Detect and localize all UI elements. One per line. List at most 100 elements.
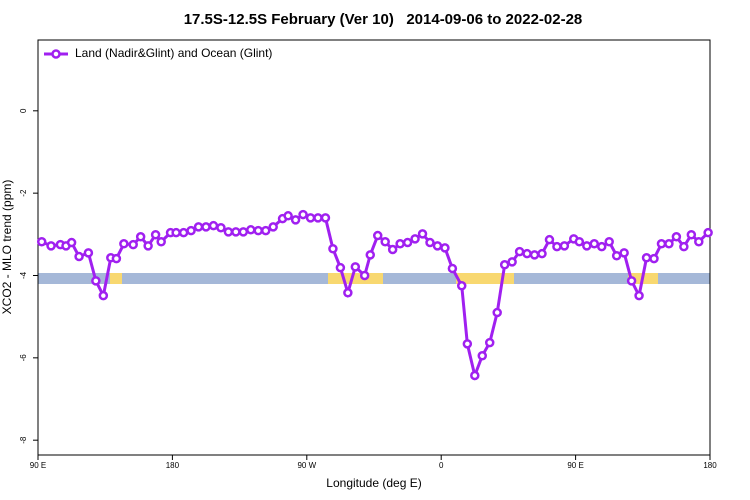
data-point <box>253 225 264 236</box>
data-point <box>559 241 570 251</box>
data-point <box>46 241 56 251</box>
data-point <box>350 262 361 272</box>
data-point <box>365 250 376 260</box>
legend-marker <box>51 49 61 59</box>
data-point <box>634 290 644 301</box>
data-point <box>619 248 629 258</box>
data-point <box>216 222 226 233</box>
data-point <box>313 213 323 223</box>
data-point <box>492 307 502 318</box>
data-point <box>98 290 109 301</box>
data-point <box>395 239 405 249</box>
data-point <box>156 236 166 247</box>
data-point <box>641 253 652 263</box>
data-point <box>402 237 413 248</box>
data-point <box>484 337 495 348</box>
data-point <box>268 222 278 232</box>
data-point <box>440 243 450 253</box>
data-point <box>335 262 346 273</box>
x-axis-label: Longitude (deg E) <box>326 476 421 490</box>
data-point <box>387 244 398 255</box>
data-point <box>507 257 517 267</box>
data-point <box>223 227 234 237</box>
y-tick-label: -8 <box>19 436 28 444</box>
data-point <box>477 351 488 361</box>
data-point <box>589 239 600 249</box>
data-point <box>305 213 316 223</box>
data-point <box>171 227 181 238</box>
data-point <box>320 213 331 223</box>
data-point <box>529 250 540 260</box>
data-point <box>522 248 532 259</box>
x-tick-label: 90 E <box>567 461 583 470</box>
data-point <box>359 270 370 281</box>
data-point <box>208 220 219 231</box>
data-point <box>83 248 94 258</box>
x-tick-label: 180 <box>166 461 180 470</box>
data-point <box>582 241 592 251</box>
data-point <box>417 229 428 239</box>
data-point <box>703 227 713 238</box>
x-tick-label: 0 <box>439 461 444 470</box>
data-point <box>456 281 467 291</box>
y-axis-label: XCO2 - MLO trend (ppm) <box>0 180 14 315</box>
data-point <box>462 339 473 349</box>
data-point <box>679 241 689 252</box>
data-point <box>544 234 555 245</box>
data-point <box>611 250 622 261</box>
data-point <box>410 234 420 244</box>
data-point <box>425 237 435 248</box>
data-point <box>143 241 153 251</box>
data-point <box>626 276 637 286</box>
data-point <box>119 239 129 249</box>
data-point <box>537 248 547 259</box>
data-point <box>74 251 84 262</box>
data-point <box>290 215 301 225</box>
data-point <box>328 243 338 254</box>
data-point <box>694 236 704 247</box>
data-point <box>447 263 458 274</box>
data-point <box>664 239 674 249</box>
data-point <box>552 241 562 252</box>
data-point <box>372 230 383 241</box>
plot-frame <box>37 39 711 456</box>
data-point <box>649 253 659 264</box>
x-tick-label: 90 E <box>30 461 46 470</box>
data-point <box>432 241 443 251</box>
data-point <box>380 236 390 247</box>
y-tick-label: 0 <box>19 108 28 113</box>
data-point <box>231 227 241 237</box>
data-point <box>201 222 211 232</box>
data-point <box>111 253 122 264</box>
data-point <box>604 236 614 247</box>
y-tick-label: -2 <box>19 189 28 197</box>
data-point <box>283 211 293 221</box>
data-point <box>246 225 256 235</box>
land-ocean-strip <box>38 273 710 284</box>
data-point <box>671 232 682 242</box>
data-point <box>574 236 585 247</box>
data-point <box>66 237 77 248</box>
data-point <box>36 236 47 247</box>
x-tick-label: 180 <box>703 461 717 470</box>
data-point <box>298 209 308 220</box>
data-point <box>499 260 510 270</box>
data-point <box>128 239 138 250</box>
chart-title: 17.5S-12.5S February (Ver 10) 2014-09-06… <box>184 11 583 28</box>
data-point <box>178 227 189 238</box>
data-point <box>686 229 697 240</box>
data-point <box>596 241 607 252</box>
data-point <box>186 225 196 236</box>
data-point <box>193 222 204 232</box>
data-point <box>343 288 353 298</box>
data-point <box>470 370 480 381</box>
x-tick-label: 90 W <box>297 461 316 470</box>
data-point <box>135 232 146 242</box>
data-point <box>260 225 271 236</box>
data-point <box>238 227 249 237</box>
y-tick-label: -4 <box>19 271 28 279</box>
data-point <box>656 239 667 249</box>
y-tick-label: -6 <box>19 354 28 362</box>
data-point <box>514 246 525 257</box>
